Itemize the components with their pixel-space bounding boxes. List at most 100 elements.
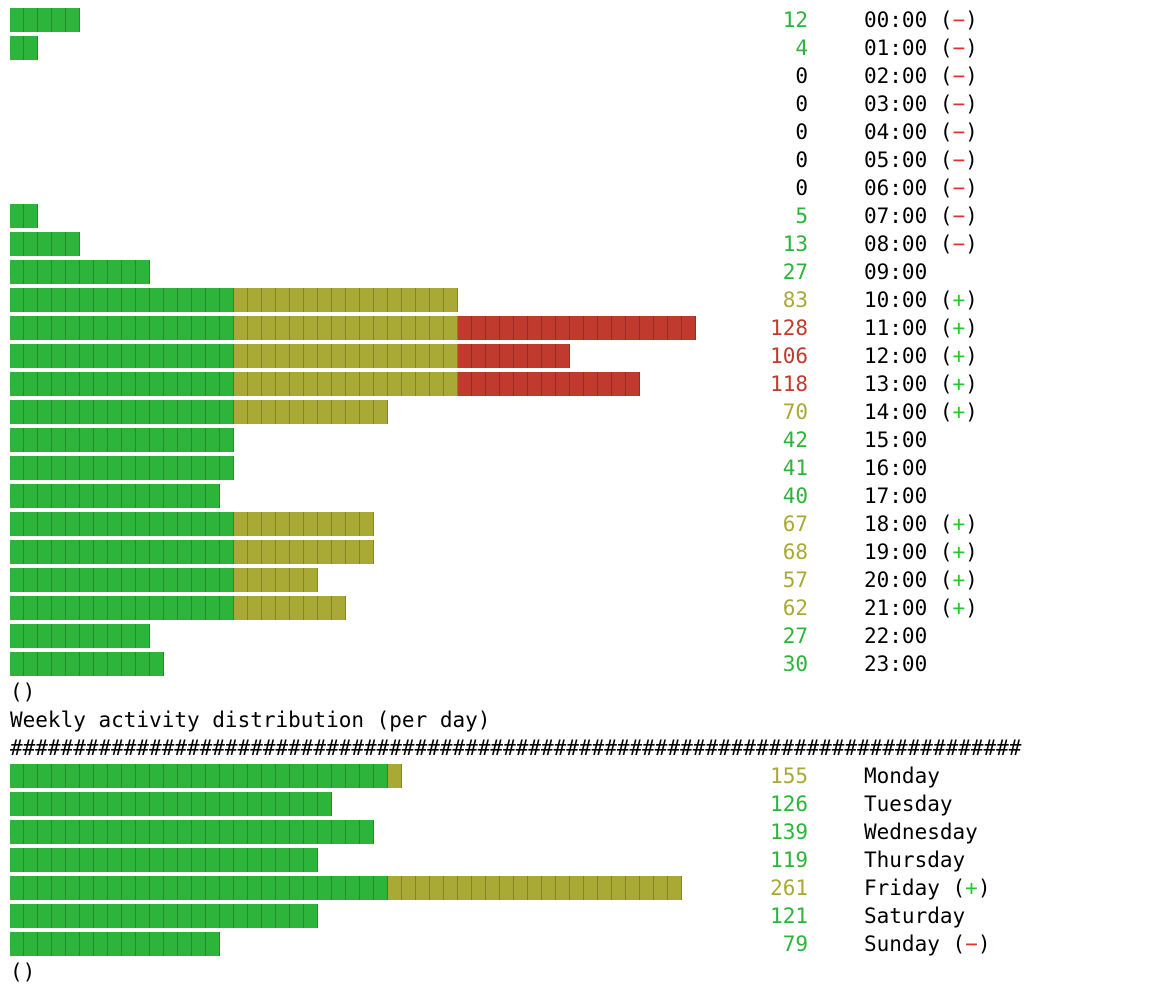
hour-bar-block: [24, 288, 38, 312]
hour-bar-block: [402, 316, 416, 340]
hour-bar-block: [136, 344, 150, 368]
day-bar-block: [66, 876, 80, 900]
hour-count: 0: [795, 64, 808, 88]
day-bar-block: [262, 792, 276, 816]
day-bar-block: [164, 876, 178, 900]
day-bar-block: [276, 904, 290, 928]
hour-count: 42: [782, 428, 808, 452]
hour-bar-block: [346, 288, 360, 312]
hour-bar-block: [178, 400, 192, 424]
day-bar-block: [24, 820, 38, 844]
above-average-marker: (+): [927, 596, 978, 620]
day-row: 139 Wednesday: [0, 818, 1154, 846]
hour-bar: [10, 652, 164, 676]
above-average-marker: (+): [927, 344, 978, 368]
day-bar-block: [24, 932, 38, 956]
day-bar-block: [234, 792, 248, 816]
hour-bar-block: [164, 372, 178, 396]
hour-bar-block: [206, 568, 220, 592]
day-bar-block: [164, 848, 178, 872]
hour-bar-block: [24, 36, 38, 60]
hour-bar-block: [262, 596, 276, 620]
hour-bar-block: [444, 316, 458, 340]
day-bar-block: [136, 764, 150, 788]
hour-bar-block: [598, 316, 612, 340]
hour-bar-block: [38, 568, 52, 592]
hour-bar-block: [122, 596, 136, 620]
hour-bar-block: [108, 624, 122, 648]
day-bar-block: [276, 792, 290, 816]
day-bar-block: [38, 792, 52, 816]
hour-bar-block: [24, 428, 38, 452]
day-label: Monday: [864, 762, 940, 790]
day-bar-block: [220, 792, 234, 816]
day-label: Thursday: [864, 846, 965, 874]
hour-bar-block: [528, 316, 542, 340]
hour-bar-block: [360, 512, 374, 536]
below-average-marker: (−): [927, 148, 978, 172]
day-label: Tuesday: [864, 790, 953, 818]
day-row: 126 Tuesday: [0, 790, 1154, 818]
hour-bar-block: [234, 596, 248, 620]
hour-bar-block: [458, 344, 472, 368]
hour-bar-block: [94, 484, 108, 508]
day-bar-block: [206, 792, 220, 816]
hour-bar-block: [10, 428, 24, 452]
hour-bar-block: [248, 540, 262, 564]
hour-bar-block: [80, 316, 94, 340]
hour-bar-block: [528, 344, 542, 368]
day-bar-block: [136, 904, 150, 928]
day-bar-block: [458, 876, 472, 900]
hour-bar-block: [388, 344, 402, 368]
hour-bar-block: [220, 568, 234, 592]
day-bar-block: [206, 904, 220, 928]
day-bar-block: [248, 848, 262, 872]
hour-count: 40: [782, 484, 808, 508]
day-bar-block: [346, 876, 360, 900]
day-bar-block: [332, 820, 346, 844]
hour-bar-block: [94, 260, 108, 284]
hour-bar-block: [416, 372, 430, 396]
hour-bar-block: [360, 540, 374, 564]
hour-label: 02:00 (−): [864, 62, 978, 90]
above-average-marker: (+): [927, 372, 978, 396]
hour-row: 30 23:00: [0, 650, 1154, 678]
minus-sign: −: [952, 92, 966, 116]
hour-bar-block: [304, 288, 318, 312]
hour-bar-block: [206, 540, 220, 564]
hour-bar-block: [136, 260, 150, 284]
weekly-end-marker: (): [10, 960, 36, 984]
hour-bar-block: [262, 288, 276, 312]
day-bar-block: [192, 792, 206, 816]
day-bar-block: [38, 848, 52, 872]
hour-label-text: 06:00: [864, 176, 928, 200]
day-bar-block: [430, 876, 444, 900]
day-bar-block: [276, 764, 290, 788]
hour-row: 4 01:00 (−): [0, 34, 1154, 62]
hour-bar-block: [220, 344, 234, 368]
hour-bar-block: [206, 512, 220, 536]
hour-count: 67: [782, 512, 808, 536]
hour-bar-block: [276, 596, 290, 620]
day-bar-block: [80, 932, 94, 956]
hour-bar-block: [24, 8, 38, 32]
hour-bar-block: [332, 344, 346, 368]
hour-bar-block: [38, 232, 52, 256]
hour-bar-block: [10, 372, 24, 396]
below-average-marker: (−): [927, 64, 978, 88]
hour-bar-block: [108, 540, 122, 564]
hour-bar-block: [24, 232, 38, 256]
hour-bar-block: [52, 568, 66, 592]
day-label-text: Wednesday: [864, 820, 978, 844]
day-bar-block: [360, 876, 374, 900]
hour-bar-block: [136, 540, 150, 564]
day-bar-block: [192, 876, 206, 900]
hour-bar-block: [178, 372, 192, 396]
hour-bar-block: [150, 484, 164, 508]
day-bar-block: [220, 764, 234, 788]
day-bar-block: [38, 820, 52, 844]
hour-bar-block: [192, 456, 206, 480]
hour-bar-block: [10, 288, 24, 312]
hour-bar-block: [66, 652, 80, 676]
hour-label-text: 21:00: [864, 596, 928, 620]
